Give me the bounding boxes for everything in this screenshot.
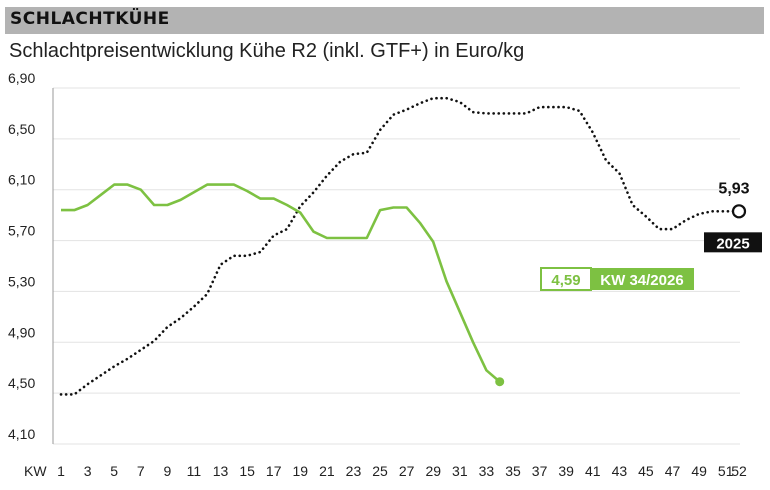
header-bar	[5, 7, 764, 34]
x-tick-label: 29	[425, 463, 441, 479]
x-axis-ticks: KW 1 3 5 7 9 11 13 15 17 19 21 23 25 27 29 31 33 35 37 39 41…	[24, 463, 747, 479]
x-tick-label: 13	[213, 463, 229, 479]
series-layer	[59, 96, 747, 396]
x-tick-label: 45	[638, 463, 654, 479]
x-tick-label: 43	[612, 463, 628, 479]
y-tick-label: 6,50	[8, 121, 35, 137]
x-tick-label: 7	[137, 463, 145, 479]
x-tick-label: 41	[585, 463, 601, 479]
series-line-2025	[59, 96, 741, 396]
y-tick-label: 5,70	[8, 223, 35, 239]
end-marker-2026	[495, 377, 505, 387]
annotation-week-box	[591, 268, 694, 290]
y-tick-label: 4,50	[8, 375, 35, 391]
x-tick-label: 52	[731, 463, 747, 479]
y-tick-label: 6,90	[8, 70, 35, 86]
series-badge-2025-background	[704, 232, 762, 253]
x-tick-label: 39	[558, 463, 574, 479]
x-tick-label: 47	[665, 463, 681, 479]
x-tick-label: 3	[84, 463, 92, 479]
x-tick-label: 19	[293, 463, 309, 479]
grid-layer	[52, 87, 740, 445]
current-value-annotation: 4,59 KW 34/2026	[540, 267, 694, 291]
y-tick-label: 5,30	[8, 273, 35, 289]
y-axis-ticks: 4,10 4,50 4,90 5,30 5,70 6,10 6,50 6,90	[8, 70, 35, 442]
chart-subtitle: Schlachtpreisentwicklung Kühe R2 (inkl. …	[9, 40, 525, 62]
x-tick-label: 21	[319, 463, 335, 479]
x-tick-label: 33	[479, 463, 495, 479]
y-tick-label: 4,10	[8, 426, 35, 442]
x-tick-label: 31	[452, 463, 468, 479]
x-tick-label: 27	[399, 463, 415, 479]
y-tick-label: 6,10	[8, 172, 35, 188]
series-line-2026	[61, 183, 501, 383]
x-axis-label: KW	[24, 463, 47, 479]
series-badge-2025: 2025	[716, 235, 749, 252]
x-tick-label: 23	[346, 463, 362, 479]
annotation-week-label: KW 34/2026	[600, 272, 683, 289]
end-marker-2025	[731, 204, 747, 219]
y-tick-label: 4,90	[8, 324, 35, 340]
x-tick-label: 17	[266, 463, 282, 479]
x-tick-label: 5	[110, 463, 118, 479]
x-tick-label: 49	[691, 463, 707, 479]
x-tick-label: 1	[57, 463, 65, 479]
x-tick-label: 11	[187, 463, 202, 479]
x-tick-label: 35	[505, 463, 521, 479]
annotation-value-label: 4,59	[551, 272, 580, 289]
x-tick-label: 25	[372, 463, 388, 479]
end-value-label-2025: 5,93	[718, 180, 749, 197]
x-tick-label: 37	[532, 463, 548, 479]
x-tick-label: 51	[718, 463, 734, 479]
x-tick-label: 15	[239, 463, 255, 479]
chart-title: SCHLACHTKÜHE	[10, 9, 170, 29]
x-tick-label: 9	[163, 463, 171, 479]
